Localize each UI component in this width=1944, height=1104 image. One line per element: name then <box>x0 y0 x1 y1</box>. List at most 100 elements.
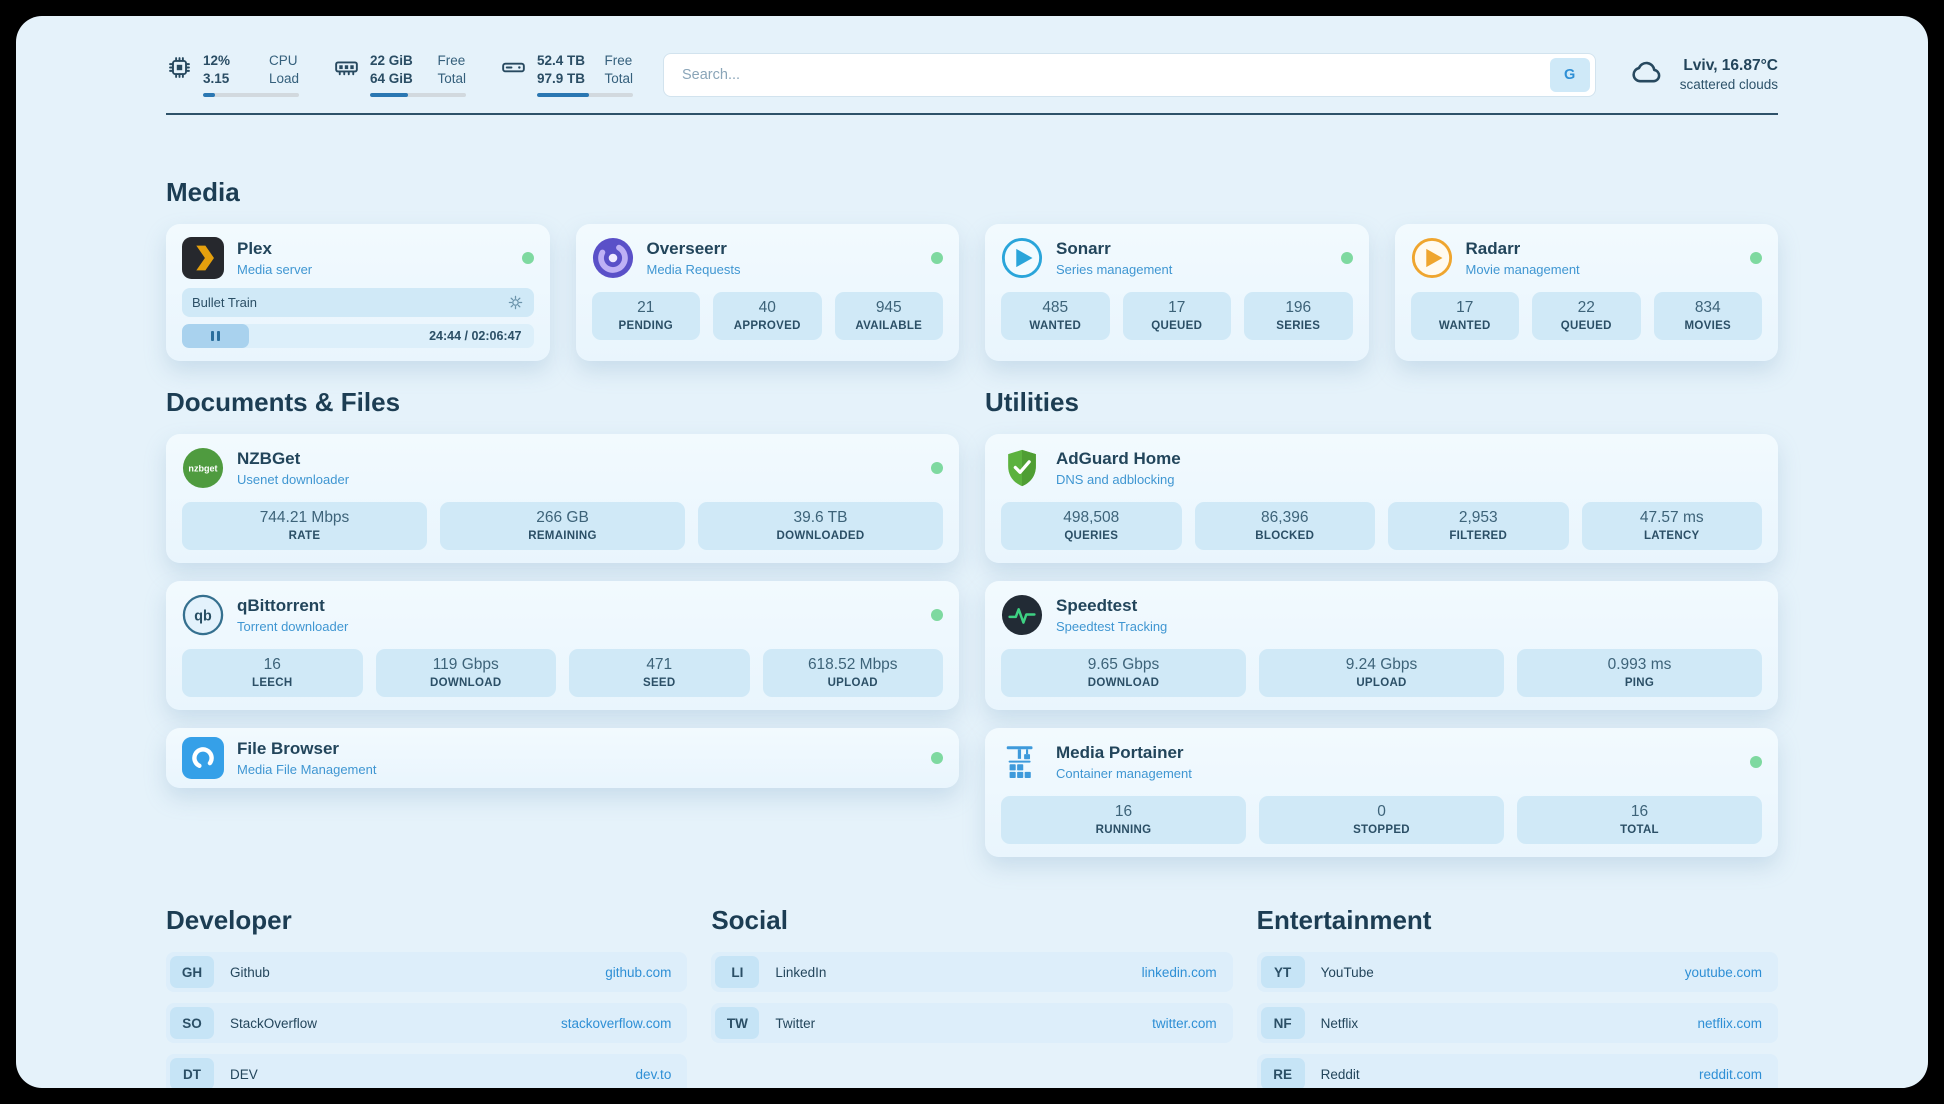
github-badge-icon: GH <box>170 956 214 989</box>
stat-box: 40 APPROVED <box>713 292 822 341</box>
adguard-icon <box>1001 447 1043 489</box>
search-provider-button[interactable]: G <box>1549 57 1590 92</box>
stat-box: 16 LEECH <box>182 649 363 698</box>
app-card-nzbget[interactable]: nzbget NZBGet Usenet downloader 744.21 M… <box>166 434 959 564</box>
app-subtitle: Usenet downloader <box>237 472 350 488</box>
nzbget-icon: nzbget <box>182 447 224 489</box>
search-box: G <box>663 52 1596 97</box>
stat-box: 498,508 QUERIES <box>1001 502 1182 551</box>
status-dot <box>931 752 943 765</box>
link-reddit[interactable]: RE Reddit reddit.com <box>1256 1054 1778 1088</box>
social-section-title: Social <box>711 905 788 936</box>
app-card-qbittorrent[interactable]: qb qBittorrent Torrent downloader 16 LEE… <box>166 581 959 711</box>
section-utilities: Utilities AdGuard Home DNS and adblockin… <box>985 387 1778 858</box>
cloud-icon <box>1626 55 1668 94</box>
stat-box: 17 WANTED <box>1410 292 1519 341</box>
speedtest-icon <box>1001 594 1043 636</box>
disk-progressbar <box>537 93 633 98</box>
stat-box: 266 GB REMAINING <box>440 502 685 551</box>
app-subtitle: Media Requests <box>646 262 741 278</box>
status-dot <box>1750 252 1762 265</box>
app-subtitle: Torrent downloader <box>237 619 349 635</box>
app-card-adguard[interactable]: AdGuard Home DNS and adblocking 498,508 … <box>985 434 1778 564</box>
app-subtitle: Series management <box>1056 262 1173 278</box>
status-dot <box>1750 756 1762 769</box>
system-widgets: 12% 3.15 CPU Load <box>166 52 633 98</box>
app-card-sonarr[interactable]: Sonarr Series management 485 WANTED 17 Q… <box>985 224 1369 362</box>
app-name: Sonarr <box>1056 239 1111 259</box>
stat-box: 196 SERIES <box>1244 292 1353 341</box>
weather-widget: Lviv, 16.87°C scattered clouds <box>1626 55 1778 94</box>
app-name: File Browser <box>237 739 340 759</box>
ram-icon <box>333 54 360 81</box>
stat-box: 744.21 Mbps RATE <box>182 502 427 551</box>
stat-box: 0.993 ms PING <box>1517 649 1762 698</box>
link-linkedin[interactable]: LI LinkedIn linkedin.com <box>711 952 1233 993</box>
dev-badge-icon: DT <box>170 1058 214 1088</box>
app-card-speedtest[interactable]: Speedtest Speedtest Tracking 9.65 Gbps D… <box>985 581 1778 711</box>
app-card-filebrowser[interactable]: File Browser Media File Management <box>166 728 959 789</box>
radarr-icon <box>1411 237 1453 279</box>
link-twitter[interactable]: TW Twitter twitter.com <box>711 1003 1233 1044</box>
cpu-progressbar-fill <box>203 93 215 98</box>
now-playing-bar: Bullet Train <box>182 288 534 318</box>
app-card-plex[interactable]: Plex Media server Bullet Train <box>166 224 550 362</box>
documents-section-title: Documents & Files <box>166 387 401 418</box>
link-netflix[interactable]: NF Netflix netflix.com <box>1256 1003 1778 1044</box>
gear-icon[interactable] <box>507 294 524 311</box>
app-name: Overseerr <box>646 239 727 259</box>
ram-total-label: Total <box>437 70 466 86</box>
weather-location: Lviv, 16.87°C <box>1683 57 1778 75</box>
stat-box: 47.57 ms LATENCY <box>1581 502 1762 551</box>
stat-box: 9.24 Gbps UPLOAD <box>1259 649 1504 698</box>
stat-box: 834 MOVIES <box>1653 292 1762 341</box>
app-card-portainer[interactable]: Media Portainer Container management 16 … <box>985 728 1778 858</box>
now-playing-title: Bullet Train <box>192 295 258 311</box>
ram-progressbar <box>370 93 466 98</box>
disk-total-label: Total <box>604 70 633 86</box>
app-card-overseerr[interactable]: Overseerr Media Requests 21 PENDING 40 A… <box>575 224 959 362</box>
filebrowser-icon <box>182 737 224 780</box>
weather-description: scattered clouds <box>1679 77 1778 93</box>
entertainment-section-title: Entertainment <box>1256 905 1432 936</box>
ram-free-label: Free <box>437 53 466 68</box>
app-name: Media Portainer <box>1056 743 1184 763</box>
stat-box: 119 Gbps DOWNLOAD <box>375 649 556 698</box>
link-github[interactable]: GH Github github.com <box>166 952 688 993</box>
cpu-widget: 12% 3.15 CPU Load <box>166 52 299 98</box>
ram-total-value: 64 GiB <box>370 70 413 86</box>
stat-box: 39.6 TB DOWNLOADED <box>698 502 943 551</box>
cpu-progressbar <box>203 93 299 98</box>
link-youtube[interactable]: YT YouTube youtube.com <box>1256 952 1778 993</box>
disk-progressbar-fill <box>537 93 589 98</box>
stat-box: 471 SEED <box>569 649 750 698</box>
link-stackoverflow[interactable]: SO StackOverflow stackoverflow.com <box>166 1003 688 1044</box>
app-card-radarr[interactable]: Radarr Movie management 17 WANTED 22 QUE… <box>1394 224 1778 362</box>
cpu-chip-icon <box>166 54 193 81</box>
pause-icon <box>210 331 214 342</box>
status-dot <box>521 252 534 265</box>
section-documents: Documents & Files nzbget NZBGet Usenet d… <box>166 387 959 857</box>
developer-section-title: Developer <box>166 905 292 936</box>
disk-widget: 52.4 TB 97.9 TB Free Total <box>500 52 633 98</box>
stat-box: 485 WANTED <box>1001 292 1110 341</box>
stat-box: 21 PENDING <box>591 292 700 341</box>
stat-box: 17 QUEUED <box>1122 292 1231 341</box>
playback-time: 24:44 / 02:06:47 <box>429 329 522 344</box>
search-input[interactable] <box>680 65 1550 84</box>
cpu-load-label: Load <box>268 70 299 86</box>
cpu-label: CPU <box>268 53 298 68</box>
playback-progress-fill[interactable] <box>182 324 249 349</box>
portainer-icon <box>1001 741 1043 783</box>
status-dot <box>931 609 943 622</box>
app-subtitle: Container management <box>1056 766 1192 782</box>
disk-total-value: 97.9 TB <box>537 70 586 86</box>
section-social: Social LI LinkedIn linkedin.com TW Twitt… <box>711 905 1233 1088</box>
section-media: Media Plex Media server Bullet Train <box>166 177 1778 362</box>
app-name: Plex <box>237 239 272 259</box>
stat-box: 9.65 Gbps DOWNLOAD <box>1001 649 1246 698</box>
link-dev[interactable]: DT DEV dev.to <box>166 1054 688 1088</box>
disk-free-label: Free <box>604 53 633 68</box>
qbittorrent-icon: qb <box>182 594 224 636</box>
cpu-usage-value: 12% <box>203 53 231 68</box>
